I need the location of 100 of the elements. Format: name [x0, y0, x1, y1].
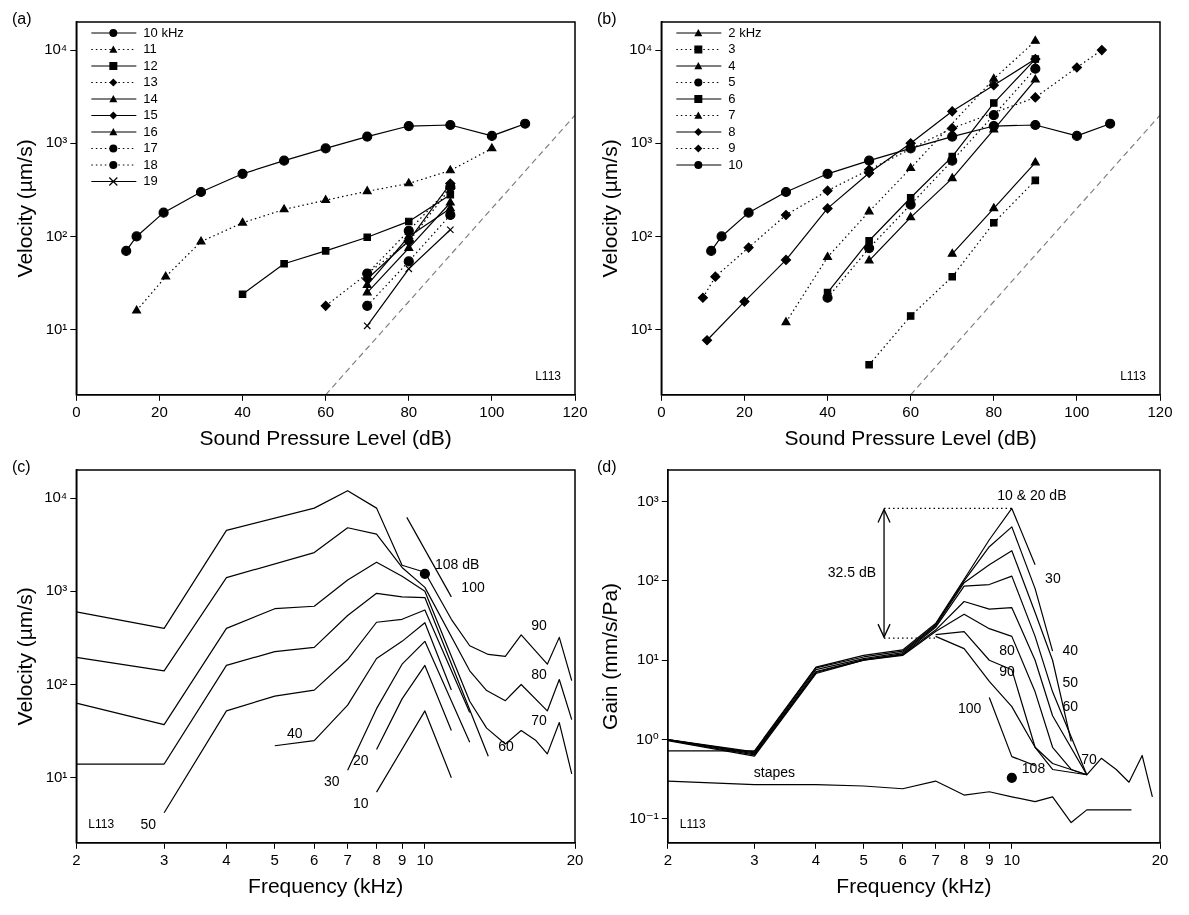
y-tick-label: 10² — [630, 226, 653, 244]
chart-title: (a) — [12, 10, 32, 28]
legend-label: 19 — [143, 173, 158, 189]
y-tick-label: 10⁰ — [636, 729, 659, 747]
legend-label: 14 — [143, 90, 158, 106]
x-tick-label: 80 — [985, 402, 1003, 420]
annotation: 30 — [324, 773, 340, 790]
y-axis-title: Velocity (µm/s) — [13, 587, 37, 726]
annotation: 32.5 dB — [827, 564, 877, 581]
y-tick-label: 10³ — [45, 581, 68, 599]
x-tick-label: 120 — [1147, 402, 1173, 420]
y-tick-label: 10⁴ — [44, 40, 68, 58]
x-axis-title: Frequency (kHz) — [248, 874, 404, 898]
annotation: L113 — [679, 817, 706, 832]
annotation: 100 — [461, 578, 485, 595]
y-tick-label: 10⁻¹ — [629, 809, 659, 827]
y-tick-label: 10¹ — [45, 319, 68, 337]
x-axis-title: Sound Pressure Level (dB) — [199, 426, 452, 450]
y-tick-label: 10³ — [45, 133, 68, 151]
annotation: 40 — [1062, 642, 1079, 659]
y-axis-title: Velocity (µm/s) — [13, 139, 37, 278]
x-tick-label: 3 — [159, 850, 169, 868]
legend-label: 11 — [143, 41, 157, 57]
y-tick-label: 10¹ — [637, 650, 659, 668]
x-tick-label: 80 — [400, 402, 418, 420]
x-tick-label: 0 — [657, 402, 666, 420]
x-tick-label: 40 — [819, 402, 836, 420]
annotation: 108 — [1021, 759, 1046, 776]
legend-label: 2 kHz — [728, 24, 762, 40]
annotation: 60 — [1062, 697, 1079, 714]
x-axis-title: Sound Pressure Level (dB) — [784, 426, 1037, 450]
y-tick-label: 10¹ — [630, 319, 653, 337]
x-tick-label: 60 — [902, 402, 920, 420]
legend-label: 10 kHz — [143, 24, 184, 40]
x-tick-label: 100 — [1064, 402, 1090, 420]
x-tick-label: 20 — [566, 850, 584, 868]
y-tick-label: 10² — [45, 674, 68, 692]
legend-label: 8 — [728, 123, 736, 139]
annotation: 90 — [531, 616, 547, 633]
x-tick-label: 6 — [310, 850, 319, 868]
x-tick-label: 20 — [151, 402, 168, 420]
x-tick-label: 100 — [479, 402, 505, 420]
y-tick-label: 10³ — [630, 133, 653, 151]
annotation: 70 — [1081, 751, 1097, 768]
x-tick-label: 60 — [317, 402, 335, 420]
x-tick-label: 20 — [736, 402, 753, 420]
x-tick-label: 40 — [234, 402, 251, 420]
annotation: 80 — [999, 642, 1016, 659]
annotation: 20 — [352, 752, 369, 769]
legend-label: 6 — [728, 90, 736, 106]
annotation: L113 — [88, 817, 115, 832]
legend-label: 17 — [143, 140, 158, 156]
y-tick-label: 10⁴ — [44, 488, 68, 506]
legend-label: 4 — [728, 57, 736, 73]
x-tick-label: 3 — [750, 850, 759, 868]
annotation: 50 — [1062, 673, 1079, 690]
annotation: 100 — [957, 700, 982, 717]
x-tick-label: 8 — [372, 850, 381, 868]
x-tick-label: 7 — [343, 850, 352, 868]
annotation: 10 & 20 dB — [997, 487, 1067, 504]
annotation: 108 dB — [434, 555, 480, 572]
x-tick-label: 4 — [222, 850, 231, 868]
annotation: 40 — [286, 724, 303, 741]
x-tick-label: 5 — [859, 850, 868, 868]
annotation: 80 — [531, 666, 547, 683]
annotation: 30 — [1045, 570, 1061, 587]
legend-label: 13 — [143, 74, 158, 90]
annotation: 10 — [352, 794, 369, 811]
y-tick-label: 10¹ — [45, 767, 68, 785]
legend-label: 3 — [728, 41, 736, 57]
y-tick-label: 10² — [45, 226, 68, 244]
annotation: L113 — [1120, 369, 1147, 384]
x-tick-label: 7 — [931, 850, 940, 868]
x-tick-label: 10 — [416, 850, 434, 868]
legend-label: 9 — [728, 140, 736, 156]
x-tick-label: 120 — [562, 402, 588, 420]
annotation: 60 — [498, 738, 515, 755]
x-tick-label: 20 — [1151, 850, 1169, 868]
x-tick-label: 2 — [663, 850, 672, 868]
legend-label: 16 — [143, 123, 158, 139]
legend-label: 5 — [728, 74, 736, 90]
x-tick-label: 0 — [72, 402, 81, 420]
y-tick-label: 10² — [637, 571, 659, 589]
annotation: 70 — [531, 712, 547, 729]
annotation: stapes — [753, 763, 796, 780]
annotation: L113 — [535, 369, 562, 384]
chart-title: (c) — [12, 458, 31, 476]
y-tick-label: 10⁴ — [629, 40, 653, 58]
legend-label: 7 — [728, 107, 736, 123]
chart-title: (d) — [597, 458, 617, 476]
chart-title: (b) — [597, 10, 617, 28]
x-axis-title: Frequency (kHz) — [836, 874, 992, 898]
legend-label: 15 — [143, 107, 158, 123]
y-axis-title: Velocity (µm/s) — [598, 139, 622, 278]
x-tick-label: 4 — [811, 850, 821, 868]
legend-label: 10 — [728, 156, 743, 172]
legend-label: 18 — [143, 156, 158, 172]
x-tick-label: 8 — [959, 850, 969, 868]
y-axis-title: Gain (mm/s/Pa) — [598, 582, 622, 730]
x-tick-label: 2 — [72, 850, 81, 868]
